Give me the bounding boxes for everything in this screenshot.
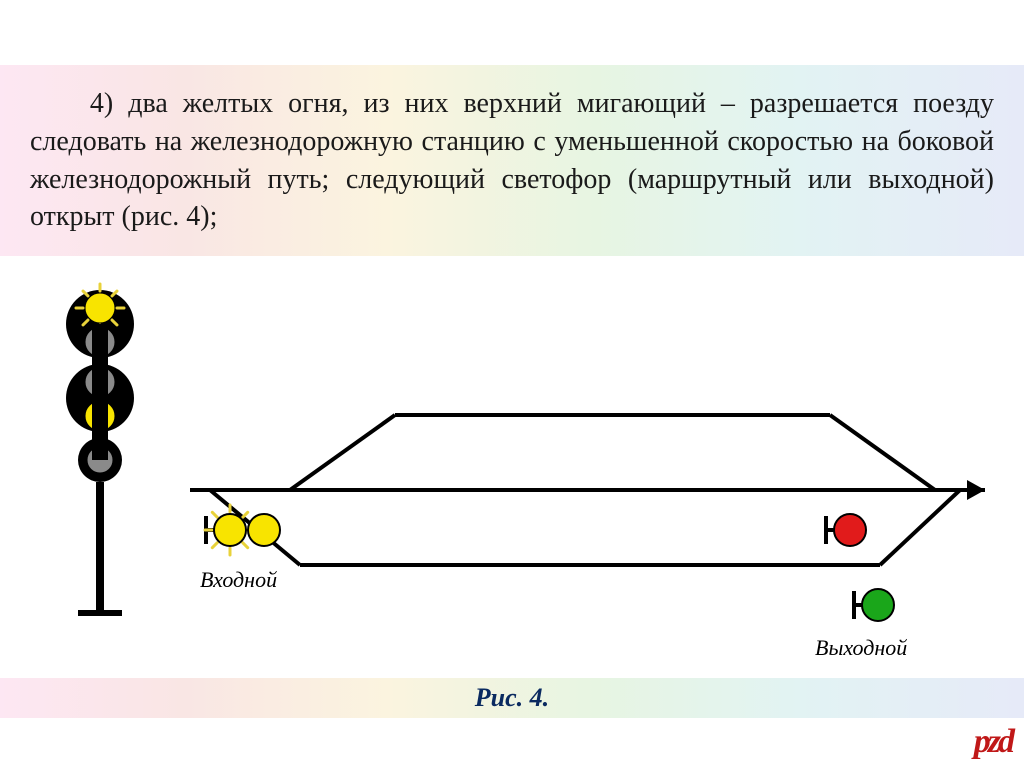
figure-caption: Рис. 4.	[0, 678, 1024, 718]
svg-text:Входной: Входной	[200, 567, 277, 592]
svg-text:Выходной: Выходной	[815, 635, 907, 660]
rzd-logo: pzd	[974, 723, 1012, 761]
description-text: 4) два желтых огня, из них верхний мигаю…	[0, 65, 1024, 256]
track-diagram: Входной Выходной	[0, 275, 1024, 675]
